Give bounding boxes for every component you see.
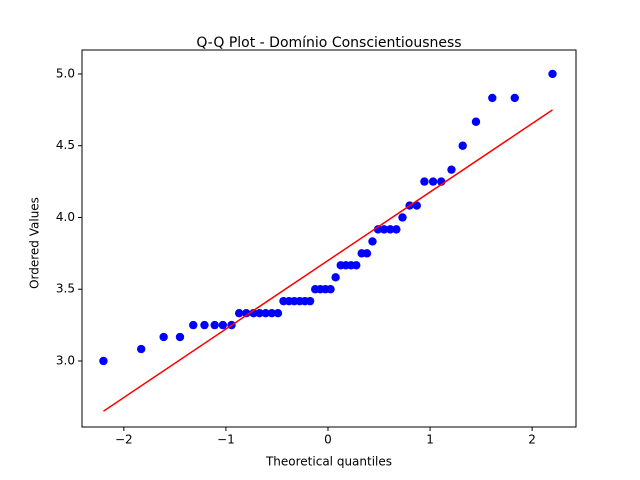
data-point: [373, 225, 383, 234]
y-tick-label: 3.0: [56, 353, 75, 367]
y-axis-label: Ordered Values: [28, 197, 42, 289]
y-tick-label: 5.0: [56, 66, 75, 80]
data-point: [210, 320, 219, 330]
data-point: [379, 225, 389, 234]
data-point: [510, 93, 519, 103]
data-point: [398, 213, 407, 222]
data-point: [242, 308, 251, 318]
data-point: [362, 249, 372, 258]
y-tick-label: 4.0: [56, 210, 75, 224]
data-point: [234, 308, 244, 318]
data-point: [175, 332, 185, 342]
data-point: [386, 225, 395, 234]
x-tick-label: 0: [324, 433, 332, 447]
data-point: [136, 344, 146, 354]
data-point: [447, 165, 456, 174]
data-point: [368, 237, 377, 246]
data-point: [392, 225, 401, 234]
x-tick-label: 1: [426, 433, 434, 447]
data-point: [420, 177, 429, 186]
y-tick-label: 3.5: [56, 282, 75, 296]
data-point: [255, 308, 264, 318]
data-point: [305, 296, 315, 306]
x-axis-label: Theoretical quantiles: [265, 455, 392, 469]
data-point: [488, 93, 497, 103]
fit-line: [103, 109, 553, 412]
data-point: [159, 332, 168, 342]
data-point: [261, 308, 270, 318]
x-tick-label: −1: [217, 433, 235, 447]
data-point: [218, 320, 228, 330]
data-point: [458, 141, 467, 150]
data-point: [200, 320, 209, 330]
data-point: [331, 273, 340, 282]
data-point: [548, 69, 557, 79]
x-tick-label: −2: [115, 433, 133, 447]
axes-frame: [81, 49, 577, 428]
data-point: [428, 177, 438, 186]
x-tick-label: 2: [528, 433, 536, 447]
data-point: [471, 117, 481, 126]
y-tick-label: 4.5: [56, 138, 75, 152]
data-point: [326, 285, 335, 294]
data-point: [352, 261, 361, 270]
chart-title: Q-Q Plot - Domínio Conscientiousness: [196, 35, 461, 51]
data-point: [267, 308, 277, 318]
data-point: [412, 201, 421, 210]
data-point: [273, 308, 283, 318]
data-point: [189, 320, 198, 330]
data-point: [99, 356, 108, 366]
